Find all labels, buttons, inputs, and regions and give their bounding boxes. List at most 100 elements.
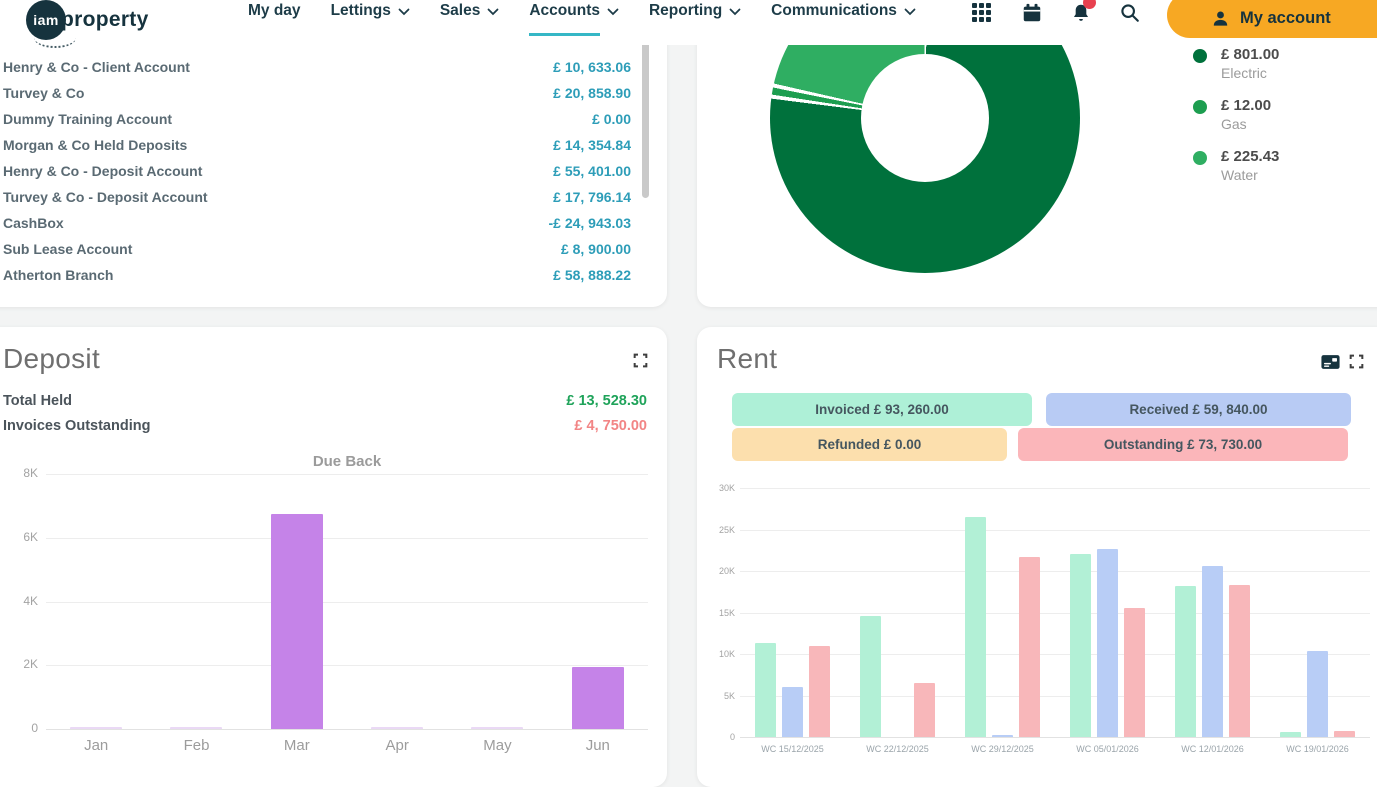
account-row[interactable]: Atherton Branch£ 58, 888.22	[3, 262, 631, 288]
bar-group	[950, 488, 1055, 737]
deposit-bar-jun	[572, 667, 624, 729]
deposit-bar-feb	[170, 727, 222, 729]
account-row[interactable]: Henry & Co - Deposit Account £ 55, 401.00	[3, 158, 631, 184]
rent-bar-received	[782, 687, 803, 737]
nav-item-label: My day	[248, 2, 301, 33]
x-tick-label: WC 05/01/2026	[1055, 744, 1160, 754]
chevron-down-icon	[480, 2, 499, 21]
rent-bar-received	[1097, 549, 1118, 737]
account-balance: £ 17, 796.14	[553, 189, 631, 205]
legend-label: Gas	[1221, 115, 1271, 133]
account-balance: £ 8, 900.00	[561, 241, 631, 257]
nav-item-communications[interactable]: Communications	[771, 2, 916, 36]
nav-item-label: Sales	[440, 2, 481, 33]
bar-group	[1055, 488, 1160, 737]
x-tick-label: Apr	[347, 737, 447, 754]
account-row[interactable]: Morgan & Co Held Deposits£ 14, 354.84	[3, 132, 631, 158]
account-name: CashBox	[3, 215, 64, 231]
nav-item-my-day[interactable]: My day	[248, 2, 301, 36]
bar-slot	[548, 474, 648, 729]
rent-badges-row-2: Refunded £ 0.00Outstanding £ 73, 730.00	[732, 428, 1348, 461]
legend-item-electric[interactable]: £ 801.00Electric	[1193, 46, 1279, 82]
legend-color-dot	[1193, 49, 1207, 63]
x-tick-label: WC 22/12/2025	[845, 744, 950, 754]
notifications-bell-icon[interactable]	[1070, 2, 1092, 24]
account-name: Morgan & Co Held Deposits	[3, 137, 187, 153]
nav-item-lettings[interactable]: Lettings	[331, 2, 410, 36]
x-tick-label: WC 12/01/2026	[1160, 744, 1265, 754]
rent-bar-outstanding	[1019, 557, 1040, 737]
account-row[interactable]: CashBox-£ 24, 943.03	[3, 210, 631, 236]
legend-value: £ 12.00	[1221, 97, 1271, 115]
chevron-down-icon	[391, 2, 410, 21]
badge-received: Received £ 59, 840.00	[1046, 393, 1351, 426]
invoices-outstanding-label: Invoices Outstanding	[3, 418, 150, 434]
y-tick-label: 6K	[0, 530, 38, 544]
donut-hole	[861, 54, 989, 182]
statement-card-icon[interactable]	[1321, 354, 1340, 370]
nav-item-accounts[interactable]: Accounts	[529, 2, 619, 36]
apps-grid-icon[interactable]	[972, 1, 994, 25]
logo-dotted-arc	[34, 28, 76, 48]
my-account-button[interactable]: My account	[1167, 0, 1377, 38]
bar-group	[1160, 488, 1265, 737]
rent-chart-plot	[740, 488, 1370, 737]
legend-item-water[interactable]: £ 225.43Water	[1193, 148, 1279, 184]
chevron-down-icon	[600, 2, 619, 21]
rent-bar-outstanding	[1334, 731, 1355, 737]
nav-item-label: Reporting	[649, 2, 722, 33]
calendar-icon[interactable]	[1021, 2, 1043, 24]
chevron-down-icon	[722, 2, 741, 21]
rent-bar-outstanding	[809, 646, 830, 737]
legend-color-dot	[1193, 100, 1207, 114]
utilities-legend: £ 801.00Electric £ 12.00Gas £ 225.43Water	[1193, 46, 1279, 199]
utilities-donut-chart[interactable]	[770, 18, 1080, 273]
account-name: Dummy Training Account	[3, 111, 172, 127]
bar-slot	[247, 474, 347, 729]
legend-color-dot	[1193, 151, 1207, 165]
bar-slot	[146, 474, 246, 729]
account-list-scrollbar[interactable]	[642, 28, 649, 198]
rent-bar-outstanding	[914, 683, 935, 737]
legend-item-gas[interactable]: £ 12.00Gas	[1193, 97, 1279, 133]
client-accounts-panel: Henry & Co - Client Account£ 10, 633.06T…	[0, 18, 667, 307]
bars-row	[740, 488, 1370, 737]
deposit-bar-may	[471, 727, 523, 729]
rent-bar-invoiced	[755, 643, 776, 737]
deposit-chart-plot	[46, 474, 648, 729]
rent-bar-received	[1307, 651, 1328, 737]
account-row[interactable]: Henry & Co - Client Account£ 10, 633.06	[3, 54, 631, 80]
y-tick-label: 0	[697, 732, 735, 742]
gridline	[740, 737, 1370, 738]
x-tick-label: Jan	[46, 737, 146, 754]
account-name: Henry & Co - Client Account	[3, 59, 190, 75]
invoices-outstanding-value: £ 4, 750.00	[574, 418, 647, 434]
nav-item-sales[interactable]: Sales	[440, 2, 500, 36]
legend-label: Electric	[1221, 64, 1279, 82]
deposit-bar-jan	[70, 727, 122, 729]
deposit-title: Deposit	[3, 343, 100, 375]
bar-slot	[347, 474, 447, 729]
rent-bar-received	[1202, 566, 1223, 737]
top-navbar: iam property My dayLettingsSalesAccounts…	[0, 0, 1377, 45]
account-list: Henry & Co - Client Account£ 10, 633.06T…	[3, 54, 631, 290]
expand-icon[interactable]	[633, 353, 648, 368]
y-tick-label: 25K	[697, 525, 735, 535]
account-name: Henry & Co - Deposit Account	[3, 163, 202, 179]
nav-item-label: Communications	[771, 2, 897, 33]
account-row[interactable]: Sub Lease Account£ 8, 900.00	[3, 236, 631, 262]
account-balance: £ 55, 401.00	[553, 163, 631, 179]
x-tick-label: Feb	[146, 737, 246, 754]
account-row[interactable]: Dummy Training Account£ 0.00	[3, 106, 631, 132]
y-tick-label: 20K	[697, 566, 735, 576]
account-row[interactable]: Turvey & Co£ 20, 858.90	[3, 80, 631, 106]
nav-item-reporting[interactable]: Reporting	[649, 2, 741, 36]
total-held-value: £ 13, 528.30	[566, 393, 647, 409]
expand-icon[interactable]	[1349, 354, 1364, 370]
search-icon[interactable]	[1119, 2, 1141, 24]
account-row[interactable]: Turvey & Co - Deposit Account£ 17, 796.1…	[3, 184, 631, 210]
y-tick-label: 8K	[0, 466, 38, 480]
rent-bar-invoiced	[965, 517, 986, 737]
bar-group	[845, 488, 950, 737]
deposit-bar-mar	[271, 514, 323, 729]
